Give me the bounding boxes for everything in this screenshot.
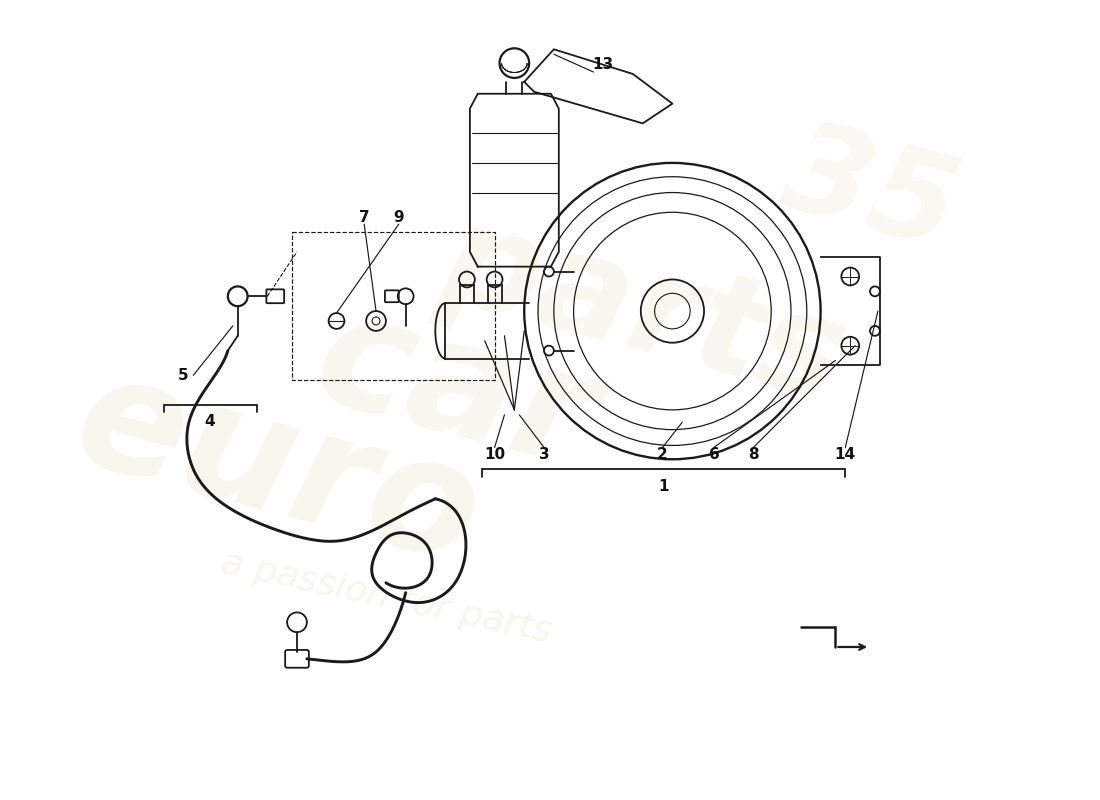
Text: 10: 10 [484, 447, 505, 462]
Text: 3: 3 [539, 447, 549, 462]
Text: 14: 14 [835, 447, 856, 462]
Text: 8: 8 [748, 447, 759, 462]
Text: euro: euro [59, 341, 496, 597]
Text: 4: 4 [205, 414, 216, 430]
Text: 13: 13 [593, 57, 614, 72]
Text: 9: 9 [394, 210, 404, 225]
Text: 2: 2 [657, 447, 668, 462]
Text: a passion for parts: a passion for parts [218, 546, 554, 650]
Text: car: car [299, 279, 610, 502]
Text: 1: 1 [658, 479, 669, 494]
Text: 7: 7 [359, 210, 370, 225]
Text: parts: parts [427, 193, 859, 430]
Text: 6: 6 [708, 447, 719, 462]
Text: 35: 35 [770, 111, 970, 274]
Text: 5: 5 [178, 368, 189, 383]
